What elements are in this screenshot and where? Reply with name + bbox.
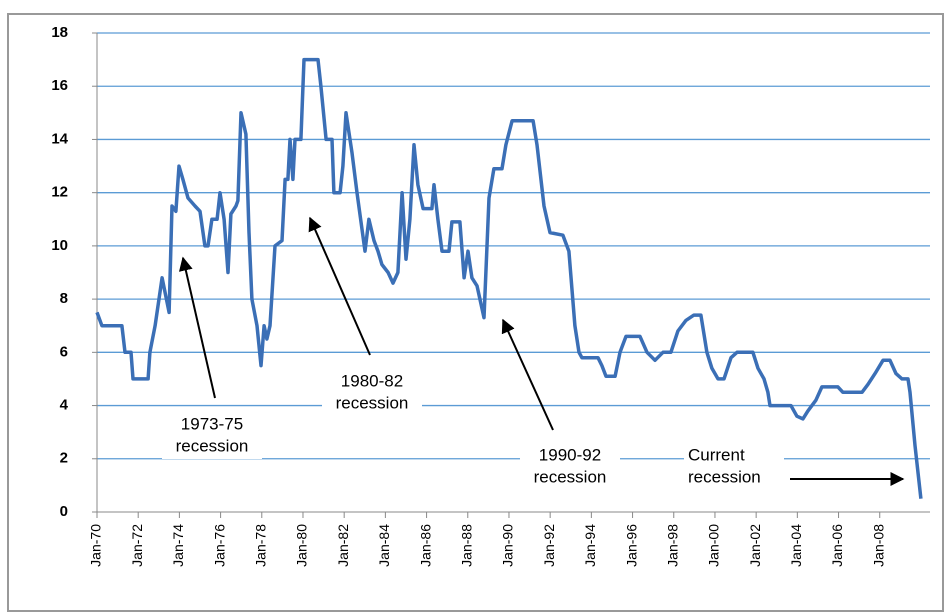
y-tick-label: 10	[51, 237, 68, 254]
annotation-bg	[684, 444, 784, 490]
annotation-text: 1973-75	[181, 414, 243, 433]
x-tick-label: Jan-70	[88, 524, 104, 567]
y-tick-label: 14	[51, 130, 68, 147]
annotation-arrow	[178, 256, 216, 399]
x-tick-label: Jan-98	[664, 524, 680, 567]
x-tick-label: Jan-04	[788, 524, 804, 567]
y-tick-label: 2	[60, 450, 68, 467]
x-tick-label: Jan-88	[458, 524, 474, 567]
x-tick-label: Jan-96	[623, 524, 639, 567]
annotation-bg	[322, 370, 422, 416]
annotation-text: recession	[176, 436, 249, 455]
annotation-text: recession	[534, 467, 607, 486]
y-tick-label: 18	[51, 24, 68, 41]
x-tick-label: Jan-08	[870, 524, 886, 567]
annotation-text: recession	[336, 393, 409, 412]
x-tick-label: Jan-86	[417, 524, 433, 567]
x-tick-label: Jan-06	[829, 524, 845, 567]
annotation-arrow	[501, 318, 554, 431]
x-tick-label: Jan-94	[582, 524, 598, 567]
chart-frame	[7, 13, 944, 612]
x-tick-label: Jan-74	[170, 524, 186, 567]
annotation-bg	[520, 444, 620, 490]
annotation-text: Current	[688, 445, 745, 464]
y-tick-label: 12	[51, 184, 68, 201]
x-tick-label: Jan-92	[541, 524, 557, 567]
x-tick-label: Jan-02	[747, 524, 763, 567]
x-tick-label: Jan-76	[211, 524, 227, 567]
annotation-bg	[162, 413, 262, 459]
annotation-text: recession	[688, 467, 761, 486]
x-tick-label: Jan-90	[500, 524, 516, 567]
x-tick-label: Jan-72	[129, 524, 145, 567]
annotation-text: 1980-82	[341, 371, 403, 390]
data-line	[95, 57, 923, 499]
y-tick-label: 0	[60, 503, 68, 520]
y-tick-label: 6	[60, 343, 68, 360]
x-tick-label: Jan-84	[376, 524, 392, 567]
x-tick-label: Jan-78	[252, 524, 268, 567]
y-tick-label: 8	[60, 290, 68, 307]
y-tick-label: 16	[51, 77, 68, 94]
annotation-text: 1990-92	[539, 445, 601, 464]
x-tick-label: Jan-80	[294, 524, 310, 567]
annotation-arrow	[308, 216, 371, 356]
x-tick-label: Jan-82	[335, 524, 351, 567]
x-tick-label: Jan-00	[706, 524, 722, 567]
y-tick-label: 4	[60, 397, 69, 414]
